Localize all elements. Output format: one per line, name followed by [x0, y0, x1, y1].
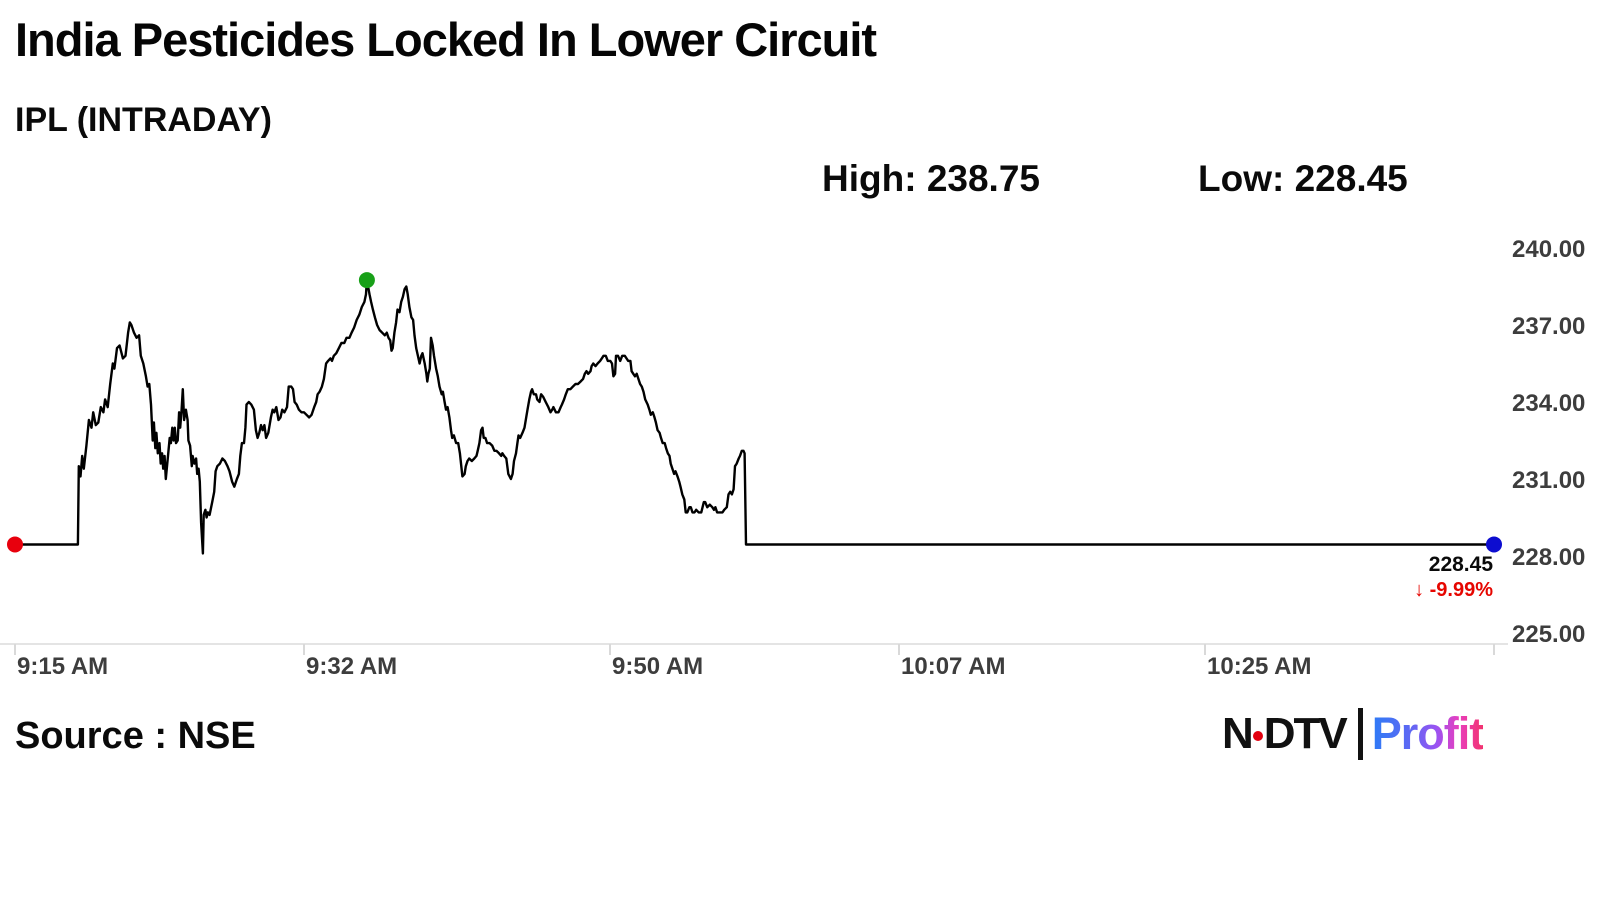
- high-stat-value: 238.75: [926, 158, 1040, 199]
- profit-wordmark: Profit: [1371, 708, 1484, 759]
- y-axis-label: 228.00: [1512, 544, 1585, 571]
- source-attribution: Source : NSE: [15, 715, 256, 757]
- price-line-chart: 9:15 AM 9:32 AM 9:50 AM 10:07 AM 10:25 AM 240…: [0, 236, 1585, 680]
- y-axis-label: 231.00: [1512, 467, 1585, 494]
- last-price-value: 228.45: [1424, 553, 1493, 577]
- low-stat-value: 228.45: [1294, 158, 1408, 199]
- y-axis-label: 237.00: [1512, 313, 1585, 340]
- y-axis-label: 225.00: [1512, 621, 1585, 648]
- price-change: ↓ -9.99%: [1414, 579, 1493, 602]
- ndtv-profit-logo: N DTV Profit: [1222, 708, 1484, 760]
- price-change-pct: -9.99%: [1429, 579, 1493, 601]
- down-arrow-icon: ↓: [1414, 579, 1425, 601]
- ndtv-letter-n: N: [1222, 709, 1254, 758]
- x-axis-label: 10:07 AM: [901, 653, 1005, 680]
- y-axis-label: 234.00: [1512, 390, 1585, 417]
- page-title: India Pesticides Locked In Lower Circuit: [15, 13, 877, 66]
- high-marker-dot: [358, 272, 375, 289]
- low-stat: Low: 228.45: [1198, 158, 1408, 200]
- x-axis-label: 9:50 AM: [612, 653, 703, 680]
- ndtv-letters-dtv: DTV: [1263, 709, 1348, 758]
- ndtv-wordmark: N DTV: [1222, 709, 1348, 759]
- x-axis-label: 9:32 AM: [306, 653, 397, 680]
- ndtv-red-dot-icon: [1252, 731, 1263, 741]
- x-axis-label: 10:25 AM: [1207, 653, 1311, 680]
- high-stat-label: High:: [822, 158, 917, 199]
- last-marker-dot: [1486, 536, 1502, 553]
- x-axis-label: 9:15 AM: [17, 653, 108, 680]
- low-stat-label: Low:: [1198, 158, 1285, 199]
- price-line: [13, 278, 1496, 555]
- chart-subtitle: IPL (INTRADAY): [15, 101, 272, 139]
- logo-divider: [1357, 708, 1363, 760]
- open-marker-dot: [7, 536, 23, 553]
- high-stat: High: 238.75: [822, 158, 1040, 200]
- y-axis-label: 240.00: [1512, 236, 1585, 263]
